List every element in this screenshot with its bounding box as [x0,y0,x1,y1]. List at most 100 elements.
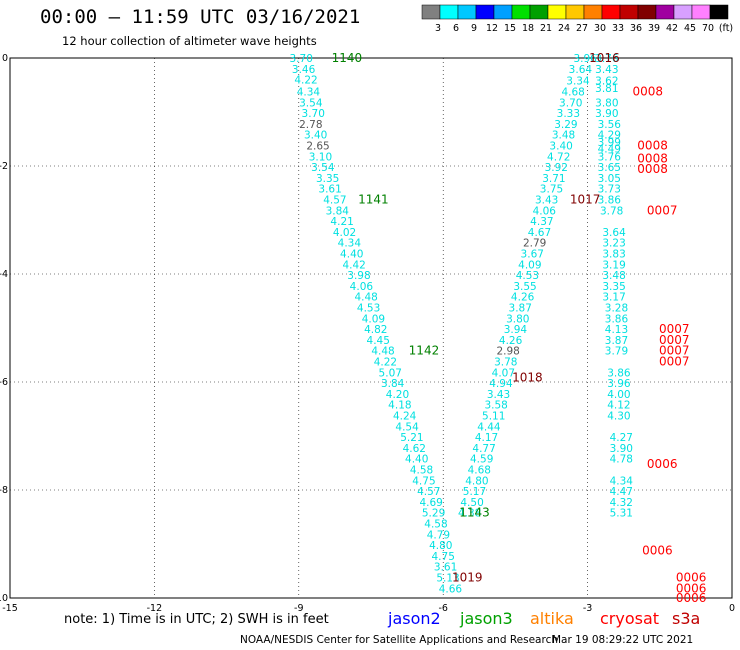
data-point: 4.49 [598,144,621,156]
satellite-name: cryosat [600,609,660,628]
legend-label: 70 [702,23,714,34]
data-point: 3.64 [602,227,626,239]
data-point: 4.68 [468,464,491,476]
data-point: 3.76 [595,53,619,65]
data-point: 5.17 [463,486,486,498]
data-point: 4.78 [610,454,633,466]
data-point: 3.67 [521,248,544,260]
data-point: 3.80 [595,97,618,109]
data-point: 4.69 [419,497,442,509]
x-tick-label: -15 [2,603,18,614]
data-point: 3.54 [299,97,323,109]
data-point: 4.53 [357,302,380,314]
data-point: 3.48 [552,130,575,142]
legend-swatch [601,4,621,20]
legend-swatch [457,4,477,20]
data-point: 4.42 [342,259,365,271]
data-point: 4.17 [475,432,498,444]
data-point: 4.07 [492,367,515,379]
data-point: 3.78 [494,356,517,368]
pass-label: 0008 [637,151,668,165]
data-point: 3.19 [602,259,625,271]
pass-label: 1143 [459,506,490,520]
data-point: 4.48 [371,346,394,358]
data-point: 4.58 [410,464,433,476]
data-point: 3.28 [605,302,628,314]
pass-label: 0007 [659,344,690,358]
satellite-name: s3a [672,609,701,628]
data-point: 4.13 [605,324,628,336]
data-point: 4.29 [598,130,621,142]
data-point: 4.26 [499,335,523,347]
data-point: 4.77 [472,443,495,455]
data-point: 3.90 [595,108,618,120]
data-point: 5.21 [400,432,423,444]
data-point: 4.94 [489,378,513,390]
data-point: 3.78 [600,205,623,217]
data-point: 3.90 [610,443,633,455]
data-point: 4.24 [393,410,417,422]
legend-swatch [475,4,495,20]
data-point: 3.55 [513,281,536,293]
data-point: 4.37 [530,216,553,228]
legend-swatch [619,4,639,20]
legend-swatch [691,4,711,20]
x-tick-label: -9 [294,603,303,614]
data-point: 3.54 [311,162,335,174]
pass-label: 1141 [358,192,389,206]
legend-label: 39 [648,23,660,34]
legend-swatch [547,4,567,20]
x-tick-label: -12 [147,603,163,614]
data-point: 3.96 [573,53,597,65]
data-point: 3.62 [595,76,618,88]
data-point: 4.38 [458,508,481,520]
data-point: 3.64 [569,64,593,76]
data-point: 4.68 [561,86,584,98]
data-point: 4.21 [330,216,353,228]
pass-label: 0006 [676,591,707,605]
pass-label: 1017 [570,192,601,206]
data-point: 3.84 [381,378,405,390]
legend-swatch [529,4,549,20]
data-point: 2.79 [523,238,546,250]
data-point: 5.11 [482,410,505,422]
data-point: 3.70 [290,53,313,65]
data-point: 3.86 [605,313,629,325]
data-point: 4.53 [516,270,539,282]
legend-label: (ft) [719,23,733,34]
data-point: 4.02 [333,227,356,239]
data-point: 4.40 [405,454,428,466]
data-point: 4.54 [395,421,419,433]
y-tick-label: -4 [0,269,8,280]
pass-label: 0006 [647,457,678,471]
data-point: 4.18 [388,400,411,412]
plot-frame [9,57,733,599]
data-point: 5.31 [610,508,633,520]
data-point: 3.46 [292,64,316,76]
data-point: 4.72 [547,151,570,163]
data-point: 3.61 [318,184,341,196]
data-point: 4.06 [350,281,374,293]
data-point: 3.29 [554,119,577,131]
data-point: 4.22 [294,75,317,87]
data-point: 3.17 [602,292,625,304]
data-point: 3.43 [595,64,618,76]
legend-label: 42 [666,23,678,34]
data-point: 3.84 [326,205,350,217]
data-point: 3.71 [542,173,565,185]
data-point: 3.96 [607,378,631,390]
data-point: 2.78 [299,119,322,131]
data-point: 4.06 [533,205,557,217]
data-point: 3.65 [598,162,621,174]
legend-label: 12 [486,23,498,34]
data-point: 4.34 [338,238,362,250]
data-point: 3.86 [598,194,622,206]
data-point: 4.75 [432,551,455,563]
data-point: 2.98 [496,346,519,358]
data-point: 3.58 [484,400,507,412]
data-point: 4.66 [439,583,463,595]
data-point: 4.26 [511,292,535,304]
pass-label: 0008 [632,84,663,98]
data-point: 3.33 [557,108,580,120]
